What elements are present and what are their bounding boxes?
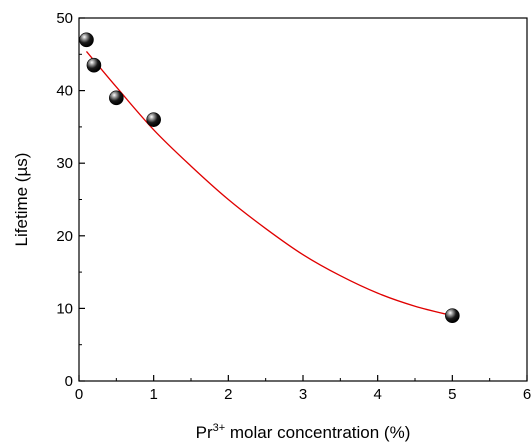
fit-curve: [85, 50, 453, 317]
data-points: [79, 32, 460, 323]
x-tick-label: 2: [224, 386, 232, 403]
data-point: [109, 90, 124, 106]
x-tick-label: 0: [75, 386, 83, 403]
plot-frame: [78, 17, 528, 382]
x-tick-label: 5: [448, 386, 456, 403]
y-tick-label: 40: [56, 83, 73, 100]
x-tick-label: 1: [149, 386, 157, 403]
y-tick-label: 0: [65, 373, 73, 390]
y-axis-title: Lifetime (µs): [12, 153, 31, 247]
y-tick-label: 10: [56, 300, 73, 317]
x-tick-label: 4: [373, 386, 381, 403]
y-tick-label: 20: [56, 228, 73, 245]
x-axis-title: Pr3+ molar concentration (%): [196, 422, 411, 442]
x-axis-title-prefix: Pr: [196, 423, 213, 442]
y-tick-label: 30: [56, 155, 73, 172]
x-tick-label: 6: [523, 386, 531, 403]
y-axis-ticks: 0 10 20 30 40 50: [56, 10, 85, 390]
x-axis-title-suffix: molar concentration (%): [225, 423, 410, 442]
data-point: [79, 32, 94, 48]
x-axis-ticks: 0 1 2 3 4 5 6: [75, 375, 531, 403]
y-tick-label: 50: [56, 10, 73, 27]
data-point: [146, 112, 161, 127]
x-tick-label: 3: [299, 386, 307, 403]
x-axis-title-superscript: 3+: [213, 422, 226, 434]
data-point: [445, 308, 460, 323]
data-point: [86, 57, 102, 73]
